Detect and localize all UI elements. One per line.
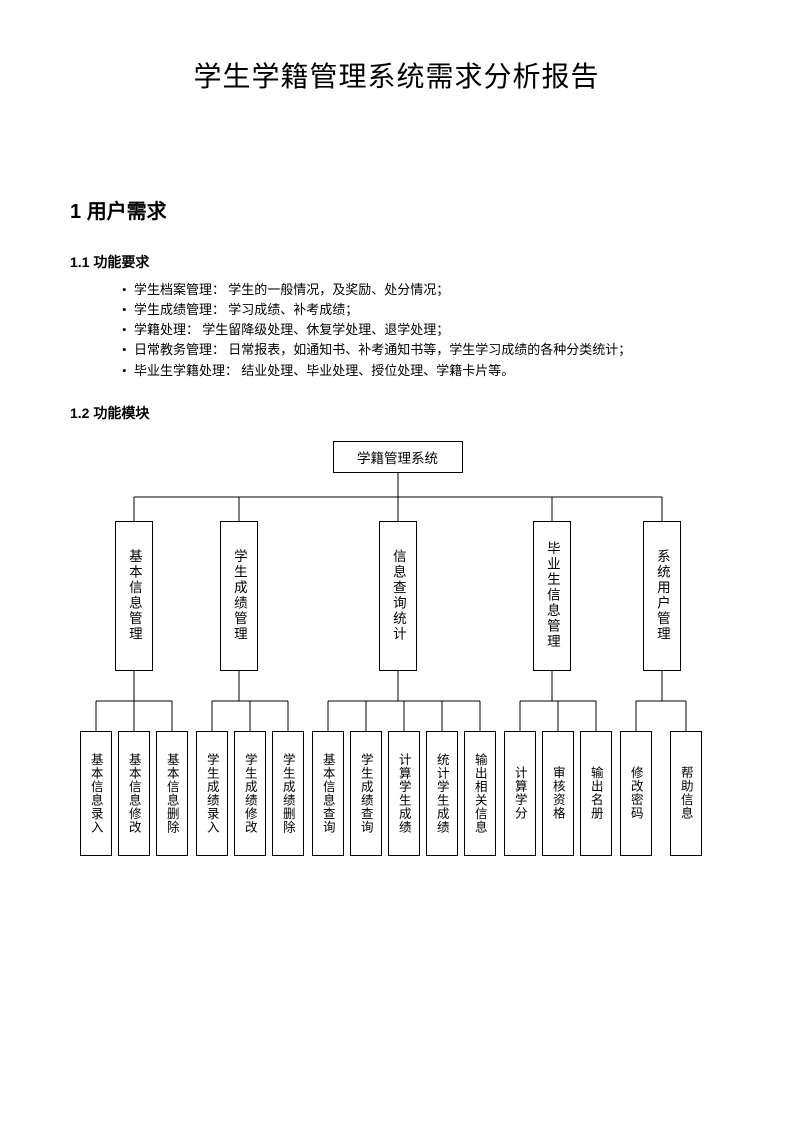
tree-mid: 信息查询统计 (379, 521, 417, 671)
subsection-heading-11: 1.1 功能要求 (70, 252, 723, 272)
list-item: 学生档案管理： 学生的一般情况，及奖励、处分情况； (122, 280, 723, 300)
tree-leaf: 计算学分 (504, 731, 536, 856)
tree-leaf: 基本信息录入 (80, 731, 112, 856)
tree-leaf: 学生成绩录入 (196, 731, 228, 856)
tree-leaf: 帮助信息 (670, 731, 702, 856)
subsection-text: 功能要求 (93, 254, 149, 270)
list-item: 学籍处理： 学生留降级处理、休复学处理、退学处理； (122, 320, 723, 340)
tree-root: 学籍管理系统 (333, 441, 463, 473)
tree-leaf: 基本信息删除 (156, 731, 188, 856)
subsection-num: 1.2 (70, 405, 89, 421)
tree-leaf: 基本信息查询 (312, 731, 344, 856)
requirements-list: 学生档案管理： 学生的一般情况，及奖励、处分情况； 学生成绩管理： 学习成绩、补… (70, 280, 723, 381)
module-tree-diagram: 学籍管理系统基本信息管理 学生成绩管理 信息查询统计 毕业生信息管理 系统用户管理基本信… (72, 441, 722, 951)
list-item: 学生成绩管理： 学习成绩、补考成绩； (122, 300, 723, 320)
tree-leaf: 计算学生成绩 (388, 731, 420, 856)
section-heading-1: 1 用户需求 (70, 195, 723, 224)
tree-mid: 系统用户管理 (643, 521, 681, 671)
tree-leaf: 基本信息修改 (118, 731, 150, 856)
tree-leaf: 统计学生成绩 (426, 731, 458, 856)
subsection-heading-12: 1.2 功能模块 (70, 403, 723, 423)
tree-leaf: 学生成绩修改 (234, 731, 266, 856)
page-title: 学生学籍管理系统需求分析报告 (70, 55, 723, 95)
tree-mid: 毕业生信息管理 (533, 521, 571, 671)
list-item: 日常教务管理： 日常报表，如通知书、补考通知书等，学生学习成绩的各种分类统计； (122, 340, 723, 360)
tree-leaf: 学生成绩查询 (350, 731, 382, 856)
tree-leaf: 输出名册 (580, 731, 612, 856)
tree-leaf: 学生成绩删除 (272, 731, 304, 856)
tree-leaf: 输出相关信息 (464, 731, 496, 856)
tree-leaf: 审核资格 (542, 731, 574, 856)
tree-mid: 基本信息管理 (115, 521, 153, 671)
subsection-text: 功能模块 (93, 405, 149, 421)
list-item: 毕业生学籍处理： 结业处理、毕业处理、授位处理、学籍卡片等。 (122, 361, 723, 381)
tree-connectors (72, 441, 722, 951)
section-text: 用户需求 (87, 201, 167, 223)
section-num: 1 (70, 201, 81, 223)
tree-leaf: 修改密码 (620, 731, 652, 856)
tree-mid: 学生成绩管理 (220, 521, 258, 671)
subsection-num: 1.1 (70, 254, 89, 270)
